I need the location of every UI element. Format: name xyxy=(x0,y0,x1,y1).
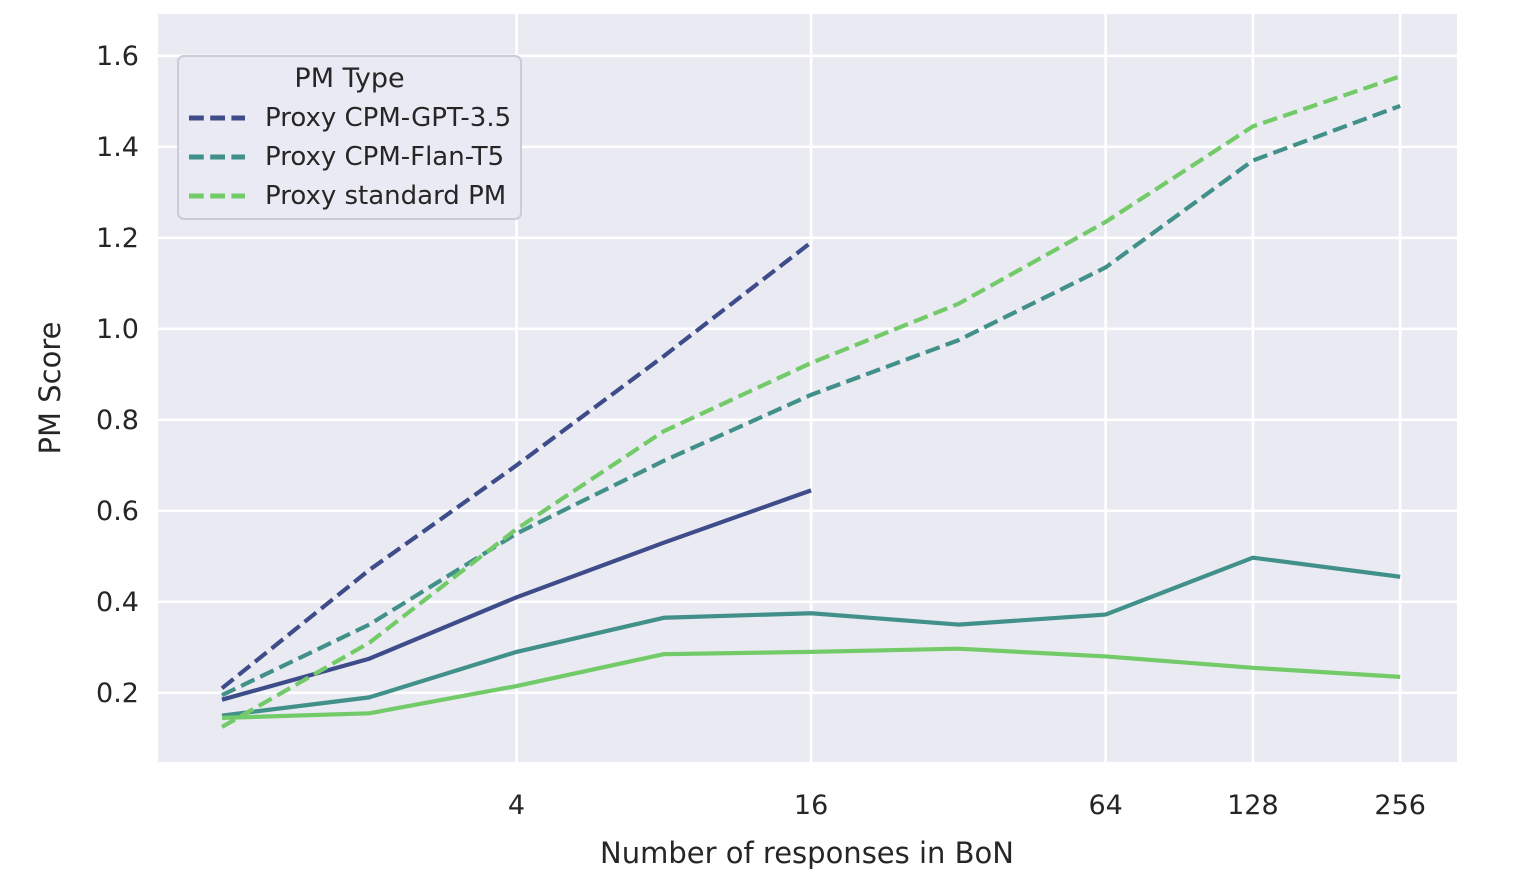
legend-title: PM Type xyxy=(294,63,405,94)
legend-item: Proxy standard PM xyxy=(179,176,520,215)
legend-item: Proxy CPM-GPT-3.5 xyxy=(179,98,520,137)
legend-item-label: Proxy standard PM xyxy=(265,180,507,211)
legend: PM Type Proxy CPM-GPT-3.5 Proxy CPM-Flan… xyxy=(177,55,522,220)
x-tick-label: 16 xyxy=(794,790,828,821)
series-line-proxy-cpm-gpt-3-5 xyxy=(220,240,813,690)
x-tick-label: 64 xyxy=(1088,790,1122,821)
x-tick-label: 4 xyxy=(508,790,525,821)
series-line-proxy-cpm-flan-t5 xyxy=(221,103,1401,698)
y-tick-label: 0.8 xyxy=(96,405,139,436)
y-axis-label: PM Score xyxy=(33,321,67,455)
y-tick-label: 1.0 xyxy=(96,314,139,345)
series-line-cpm-flan-t5-solid xyxy=(221,555,1401,718)
y-tick-label: 0.4 xyxy=(96,587,139,618)
legend-item-label: Proxy CPM-Flan-T5 xyxy=(265,141,505,172)
dashed-line-swatch-icon xyxy=(189,115,245,120)
legend-item: Proxy CPM-Flan-T5 xyxy=(179,137,520,176)
y-tick-label: 1.2 xyxy=(96,223,139,254)
x-tick-label: 128 xyxy=(1227,790,1279,821)
y-tick-label: 1.4 xyxy=(96,132,139,163)
y-tick-label: 1.6 xyxy=(96,41,139,72)
series-line-standard-pm-solid xyxy=(221,646,1401,720)
dashed-line-swatch-icon xyxy=(189,154,245,159)
dashed-line-swatch-icon xyxy=(189,193,245,198)
y-tick-label: 0.2 xyxy=(96,678,139,709)
legend-item-label: Proxy CPM-GPT-3.5 xyxy=(265,102,512,133)
x-tick-label: 256 xyxy=(1374,790,1426,821)
y-tick-label: 0.6 xyxy=(96,496,139,527)
x-axis-label: Number of responses in BoN xyxy=(600,836,1014,870)
